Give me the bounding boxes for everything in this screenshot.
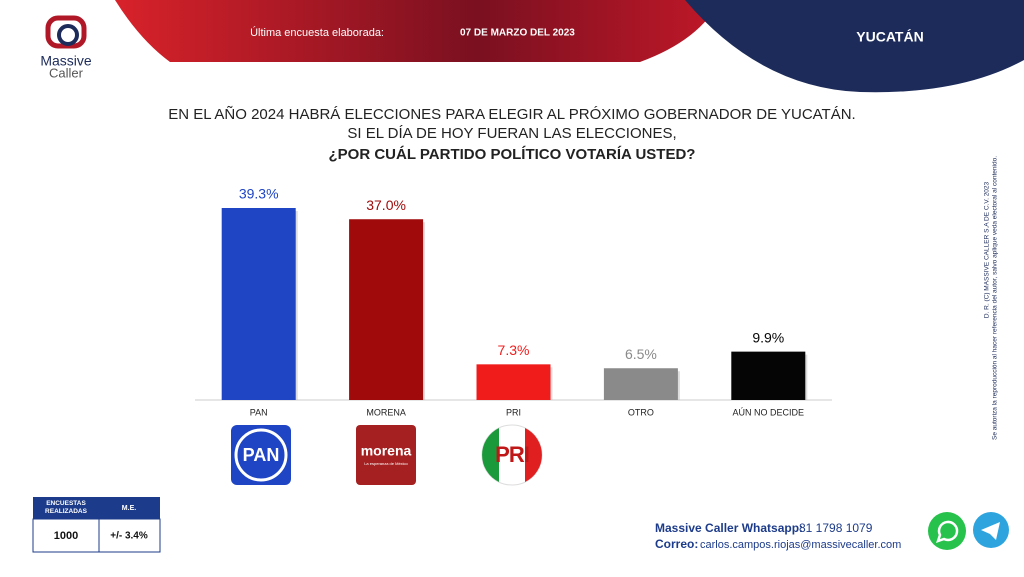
table-header: ENCUESTAS REALIZADAS (45, 500, 87, 515)
logo-icon (57, 24, 79, 46)
question-line: ¿POR CUÁL PARTIDO POLÍTICO VOTARÍA USTED… (329, 146, 696, 163)
whatsapp-icon[interactable] (928, 512, 966, 550)
question-line: EN EL AÑO 2024 HABRÁ ELECCIONES PARA ELE… (168, 106, 855, 123)
value-label: 9.9% (752, 329, 784, 345)
table-header-cell (99, 497, 160, 519)
header-label: Última encuesta elaborada: (250, 26, 384, 39)
pan-logo-ring (234, 428, 288, 482)
bar (349, 219, 424, 400)
contact-value: 81 1798 1079 (799, 521, 873, 535)
party-logo: PRI (481, 424, 543, 486)
table-cell: +/- 3.4% (110, 531, 148, 542)
logo-icon (45, 15, 87, 49)
x-tick-label: PAN (250, 407, 268, 417)
logo: Massive Caller (40, 15, 92, 80)
party-logo: morena La esperanza de México (356, 425, 416, 485)
value-label: 39.3% (239, 186, 279, 202)
x-tick-label: PRI (506, 407, 521, 417)
summary-table: ENCUESTAS REALIZADAS M.E. 1000 +/- 3.4% (32, 497, 161, 553)
bar (476, 364, 551, 400)
morena-logo (356, 425, 416, 485)
party-logo: PAN (231, 425, 291, 485)
contact-label: Massive Caller Whatsapp: (655, 521, 803, 535)
value-label: 7.3% (498, 342, 530, 358)
pri-logo-text: PRI (495, 442, 529, 467)
header-date: 07 DE MARZO DEL 2023 (460, 28, 575, 39)
pri-logo-red (525, 428, 542, 482)
contact-value: carlos.campos.riojas@massivecaller.com (700, 539, 901, 551)
bar (603, 368, 678, 400)
bar (221, 208, 296, 400)
morena-logo-tagline: La esperanza de México (364, 461, 408, 466)
telegram-glyph (981, 522, 1000, 540)
value-label: 6.5% (625, 346, 657, 362)
header-region: YUCATÁN (856, 29, 923, 45)
contact-label: Correo: (655, 537, 698, 551)
whatsapp-glyph (936, 520, 959, 543)
header-band (115, 0, 720, 62)
pan-logo (231, 425, 291, 485)
morena-logo-text: morena (361, 443, 412, 459)
table-body (32, 518, 161, 553)
table-header-cell (33, 497, 99, 519)
pan-logo-text: PAN (243, 445, 280, 465)
plot: 39.3% PAN 37.0% MORENA 7.3% PRI 6.5% OTRO 9.9% AÚ… (221, 186, 808, 417)
value-label: 37.0% (366, 197, 406, 213)
x-tick-label: MORENA (366, 407, 406, 417)
x-tick-label: AÚN NO DECIDE (733, 407, 805, 417)
table-cell: 1000 (54, 530, 78, 542)
pri-logo-green (482, 428, 499, 482)
sidebar-text: D. R. (C) MASSIVE CALLER S.A DE C.V. 202… (984, 181, 991, 318)
x-tick-label: OTRO (628, 407, 654, 417)
bar (731, 351, 806, 400)
sidebar-text: Se autoriza la reproducción al hacer ref… (992, 156, 999, 440)
logo-text: Massive (40, 53, 92, 69)
logo-text: Caller (49, 65, 84, 80)
question-line: SI EL DÍA DE HOY FUERAN LAS ELECCIONES, (347, 125, 676, 142)
table-header: M.E. (122, 505, 136, 512)
header-region-band (685, 0, 1024, 93)
